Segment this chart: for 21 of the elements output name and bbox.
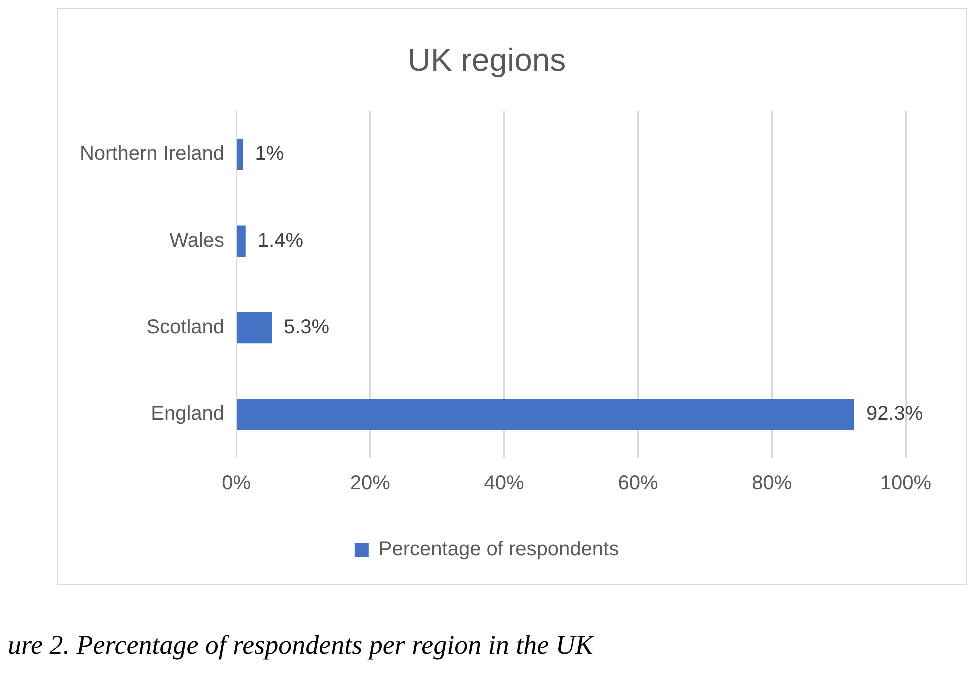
x-tick-label: 100% <box>880 472 932 495</box>
y-tick-label: England <box>151 403 225 426</box>
bar <box>237 226 246 257</box>
y-tick-label: Wales <box>170 230 225 252</box>
y-tick-label: Northern Ireland <box>80 143 225 166</box>
x-tick-label: 0% <box>222 472 252 495</box>
data-label: 1.4% <box>258 230 304 252</box>
x-tick-label: 60% <box>618 472 658 495</box>
data-label: 5.3% <box>284 316 330 339</box>
data-label: 1% <box>255 143 284 166</box>
text: ure 2. Percentage of respondents per region in the UK <box>8 630 596 661</box>
x-tick-label: 40% <box>484 472 525 495</box>
x-tick-label: 80% <box>752 472 792 495</box>
x-tick-label: 20% <box>350 472 391 495</box>
chart-title: UK regions <box>408 42 566 78</box>
bar <box>237 399 854 430</box>
y-tick-label: Scotland <box>146 316 225 339</box>
legend-label: Percentage of respondents <box>378 538 620 561</box>
bar <box>237 312 272 344</box>
data-label: 92.3% <box>866 403 924 426</box>
bar <box>237 139 244 170</box>
